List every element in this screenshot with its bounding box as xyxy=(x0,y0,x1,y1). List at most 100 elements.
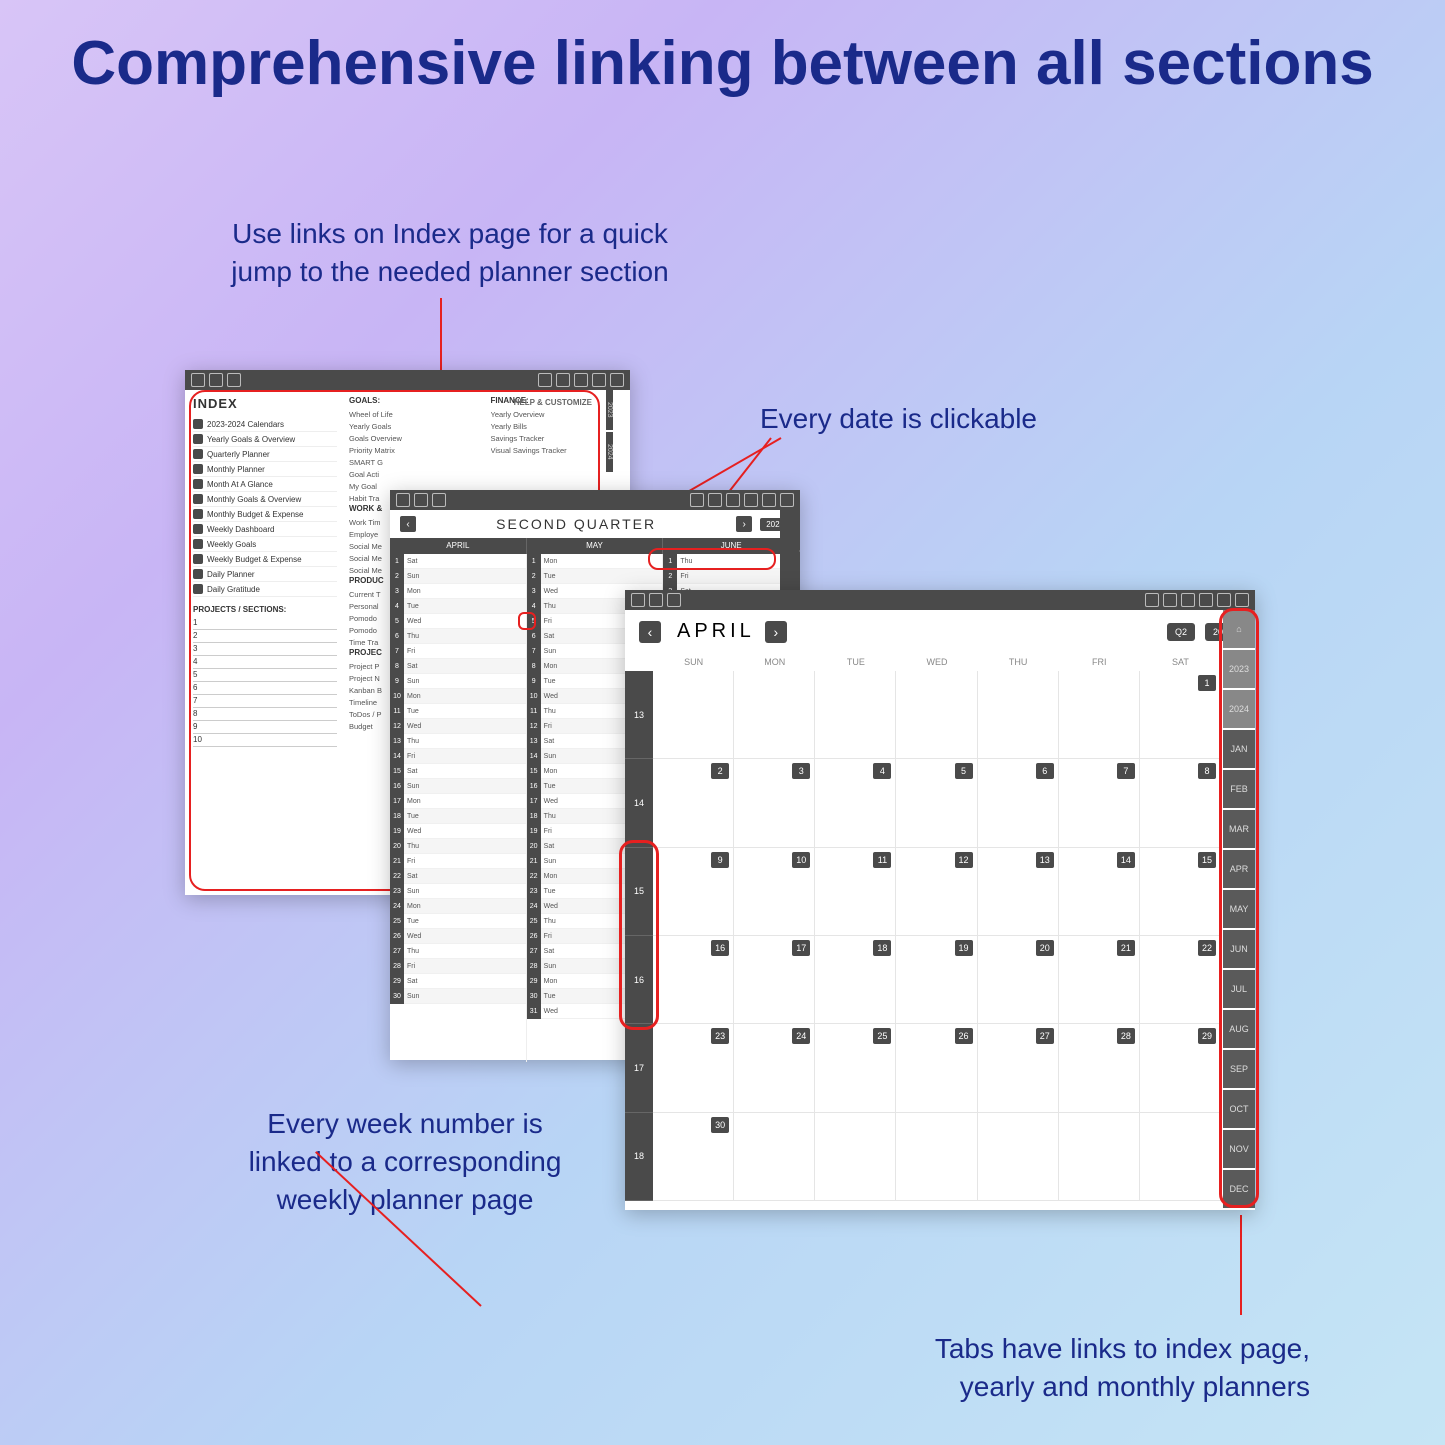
quarter-day[interactable]: 8Sat xyxy=(390,659,526,674)
side-tab[interactable]: 2024 xyxy=(1223,690,1255,728)
quarter-day[interactable]: 3Mon xyxy=(390,584,526,599)
day-cell[interactable] xyxy=(1140,1113,1221,1201)
side-tab[interactable]: APR xyxy=(1223,850,1255,888)
index-link[interactable]: Priority Matrix xyxy=(349,444,485,456)
day-cell[interactable] xyxy=(734,1113,815,1201)
quarter-badge[interactable]: Q2 xyxy=(1167,623,1195,641)
day-cell[interactable] xyxy=(978,671,1059,759)
quarter-day[interactable]: 16Sun xyxy=(390,779,526,794)
project-line[interactable]: 4 xyxy=(193,656,337,669)
quarter-day[interactable]: 24Mon xyxy=(390,899,526,914)
index-item[interactable]: Daily Gratitude xyxy=(193,582,337,597)
quarter-day[interactable]: 9Sun xyxy=(390,674,526,689)
day-cell[interactable]: 5 xyxy=(896,759,977,847)
project-line[interactable]: 10 xyxy=(193,734,337,747)
quarter-day[interactable]: 12Wed xyxy=(390,719,526,734)
day-cell[interactable] xyxy=(978,1113,1059,1201)
day-cell[interactable] xyxy=(896,671,977,759)
side-tab[interactable]: OCT xyxy=(1223,1090,1255,1128)
quarter-day[interactable]: 2Fri xyxy=(663,569,799,584)
day-cell[interactable]: 11 xyxy=(815,848,896,936)
quarter-day[interactable]: 6Thu xyxy=(390,629,526,644)
quarter-day[interactable]: 29Sat xyxy=(390,974,526,989)
side-tab[interactable]: AUG xyxy=(1223,1010,1255,1048)
day-cell[interactable]: 17 xyxy=(734,936,815,1024)
prev-button[interactable]: ‹ xyxy=(639,621,661,643)
quarter-day[interactable]: 25Tue xyxy=(390,914,526,929)
quarter-day[interactable]: 13Thu xyxy=(390,734,526,749)
day-cell[interactable]: 1 xyxy=(1140,671,1221,759)
week-number[interactable]: 13 xyxy=(625,671,653,759)
day-cell[interactable]: 3 xyxy=(734,759,815,847)
day-cell[interactable]: 12 xyxy=(896,848,977,936)
week-number[interactable]: 18 xyxy=(625,1113,653,1201)
project-line[interactable]: 7 xyxy=(193,695,337,708)
index-item[interactable]: Weekly Dashboard xyxy=(193,522,337,537)
day-cell[interactable]: 20 xyxy=(978,936,1059,1024)
month-header[interactable]: APRIL xyxy=(390,538,527,554)
day-cell[interactable]: 29 xyxy=(1140,1024,1221,1112)
year-tab[interactable]: 2023 xyxy=(606,390,613,430)
quarter-day[interactable]: 21Fri xyxy=(390,854,526,869)
help-customize[interactable]: HELP & CUSTOMIZE xyxy=(514,398,592,407)
index-link[interactable]: Goal Acti xyxy=(349,468,485,480)
day-cell[interactable]: 2 xyxy=(653,759,734,847)
side-tab[interactable]: ⌂ xyxy=(1223,610,1255,648)
side-tab[interactable]: SEP xyxy=(1223,1050,1255,1088)
side-tab[interactable]: NOV xyxy=(1223,1130,1255,1168)
day-cell[interactable]: 9 xyxy=(653,848,734,936)
index-link[interactable]: Wheel of Life xyxy=(349,408,485,420)
index-item[interactable]: Weekly Goals xyxy=(193,537,337,552)
week-number[interactable]: 15 xyxy=(625,848,653,936)
day-cell[interactable] xyxy=(1059,671,1140,759)
quarter-day[interactable]: 30Sun xyxy=(390,989,526,1004)
day-cell[interactable]: 13 xyxy=(978,848,1059,936)
prev-button[interactable]: ‹ xyxy=(400,516,416,532)
day-cell[interactable]: 27 xyxy=(978,1024,1059,1112)
side-tab[interactable]: JAN xyxy=(1223,730,1255,768)
quarter-day[interactable]: 5Wed xyxy=(390,614,526,629)
quarter-day[interactable]: 1Sat xyxy=(390,554,526,569)
quarter-day[interactable]: 19Wed xyxy=(390,824,526,839)
quarter-day[interactable]: 2Sun xyxy=(390,569,526,584)
day-cell[interactable]: 26 xyxy=(896,1024,977,1112)
quarter-day[interactable]: 22Sat xyxy=(390,869,526,884)
quarter-day[interactable]: 10Mon xyxy=(390,689,526,704)
project-line[interactable]: 8 xyxy=(193,708,337,721)
day-cell[interactable] xyxy=(653,671,734,759)
index-item[interactable]: 2023-2024 Calendars xyxy=(193,417,337,432)
quarter-day[interactable]: 11Tue xyxy=(390,704,526,719)
index-item[interactable]: Yearly Goals & Overview xyxy=(193,432,337,447)
quarter-day[interactable]: 17Mon xyxy=(390,794,526,809)
day-cell[interactable] xyxy=(1059,1113,1140,1201)
index-item[interactable]: Daily Planner xyxy=(193,567,337,582)
project-line[interactable]: 9 xyxy=(193,721,337,734)
day-cell[interactable] xyxy=(815,1113,896,1201)
project-line[interactable]: 2 xyxy=(193,630,337,643)
quarter-day[interactable]: 14Fri xyxy=(390,749,526,764)
day-cell[interactable]: 22 xyxy=(1140,936,1221,1024)
index-item[interactable]: Monthly Planner xyxy=(193,462,337,477)
day-cell[interactable]: 19 xyxy=(896,936,977,1024)
day-cell[interactable]: 24 xyxy=(734,1024,815,1112)
week-number[interactable]: 14 xyxy=(625,759,653,847)
day-cell[interactable]: 28 xyxy=(1059,1024,1140,1112)
day-cell[interactable]: 16 xyxy=(653,936,734,1024)
next-button[interactable]: › xyxy=(736,516,752,532)
day-cell[interactable]: 6 xyxy=(978,759,1059,847)
day-cell[interactable]: 4 xyxy=(815,759,896,847)
day-cell[interactable]: 14 xyxy=(1059,848,1140,936)
quarter-day[interactable]: 26Wed xyxy=(390,929,526,944)
side-tab[interactable]: DEC xyxy=(1223,1170,1255,1208)
quarter-day[interactable]: 1Thu xyxy=(663,554,799,569)
quarter-day[interactable]: 4Tue xyxy=(390,599,526,614)
day-cell[interactable]: 30 xyxy=(653,1113,734,1201)
index-item[interactable]: Monthly Goals & Overview xyxy=(193,492,337,507)
quarter-day[interactable]: 2Tue xyxy=(527,569,663,584)
day-cell[interactable]: 18 xyxy=(815,936,896,1024)
index-link[interactable]: SMART G xyxy=(349,456,485,468)
quarter-day[interactable]: 7Fri xyxy=(390,644,526,659)
index-item[interactable]: Month At A Glance xyxy=(193,477,337,492)
week-number[interactable]: 16 xyxy=(625,936,653,1024)
week-number[interactable]: 17 xyxy=(625,1024,653,1112)
